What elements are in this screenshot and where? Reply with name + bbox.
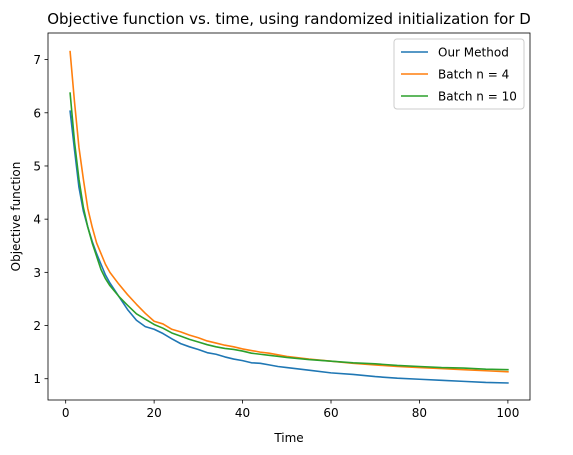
x-tick-label: 40 [235, 406, 250, 420]
legend-box [393, 38, 525, 110]
legend-label-3: Batch n = 10 [438, 90, 517, 104]
legend-label-1: Our Method [438, 46, 509, 60]
x-axis-label: Time [273, 431, 303, 445]
series-line-3 [69, 92, 509, 371]
x-tick-label: 20 [146, 406, 161, 420]
chart-title: Objective function vs. time, using rando… [47, 10, 531, 28]
x-tick-label: 60 [323, 406, 338, 420]
y-tick-label: 4 [33, 213, 41, 227]
y-axis-label: Objective function [9, 162, 23, 272]
series-line-1 [69, 110, 509, 384]
y-tick-label: 3 [33, 266, 41, 280]
x-tick-label: 100 [496, 406, 519, 420]
y-tick-label: 5 [33, 159, 41, 173]
y-tick-label: 1 [33, 372, 41, 386]
y-tick-label: 2 [33, 319, 41, 333]
x-tick-label: 80 [412, 406, 427, 420]
x-tick-label: 0 [62, 406, 70, 420]
legend: Our Method Batch n = 4 Batch n = 10 [393, 38, 525, 110]
legend-label-2: Batch n = 4 [438, 68, 509, 82]
y-tick-label: 6 [33, 106, 41, 120]
plot-frame [47, 32, 531, 401]
y-tick-label: 7 [33, 53, 41, 67]
